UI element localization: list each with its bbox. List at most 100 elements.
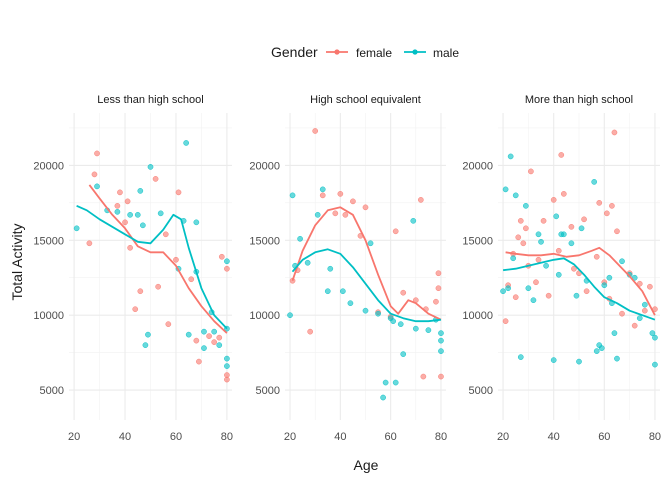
data-point-female (517, 217, 524, 224)
data-point-male (94, 183, 100, 190)
data-point-male (568, 240, 575, 247)
x-tick-label: 20 (497, 431, 509, 443)
data-point-male (140, 222, 146, 229)
data-point-male (319, 186, 326, 193)
data-point-female (337, 191, 344, 197)
smooth-line-male (502, 257, 656, 321)
data-point-female (435, 270, 442, 277)
data-point-male (438, 330, 444, 336)
data-point-female (332, 210, 339, 217)
legend-label-female: female (356, 46, 392, 60)
data-point-male (289, 192, 296, 199)
data-point-male (641, 301, 648, 308)
legend-title: Gender (271, 44, 318, 60)
x-tick-label: 60 (598, 431, 610, 443)
data-point-male (578, 225, 585, 232)
data-point-male (114, 208, 121, 215)
data-point-female (307, 328, 314, 335)
y-tick-label: 5000 (256, 385, 280, 397)
data-point-female (647, 283, 653, 290)
data-point-female (568, 223, 575, 230)
data-point-male (211, 328, 218, 335)
data-point-male (183, 140, 190, 146)
data-point-male (382, 379, 389, 386)
data-point-male (631, 274, 638, 281)
y-tick-label: 10000 (249, 310, 280, 322)
x-tick-label: 40 (119, 431, 131, 443)
data-point-male (505, 285, 511, 292)
data-point-male (314, 211, 321, 218)
smooth-line-female (291, 206, 442, 321)
data-point-male (550, 357, 557, 363)
data-point-male (324, 288, 331, 295)
data-point-male (614, 355, 620, 362)
data-point-female (528, 168, 534, 175)
data-point-female (132, 306, 139, 313)
data-point-female (173, 256, 179, 263)
data-point-female (114, 202, 121, 209)
data-point-female (127, 244, 133, 251)
data-point-male (400, 351, 407, 357)
data-point-female (619, 310, 625, 317)
y-tick-label: 15000 (462, 235, 493, 247)
legend-key-male: male (404, 46, 459, 60)
data-point-female (124, 198, 131, 205)
data-point-female (593, 253, 600, 260)
data-point-female (555, 247, 562, 254)
data-point-male (500, 288, 506, 295)
legend-label-male: male (433, 46, 459, 60)
data-point-male (576, 358, 582, 365)
data-point-female (342, 211, 349, 218)
data-point-male (127, 211, 133, 218)
data-point-female (216, 334, 223, 341)
y-tick-label: 20000 (462, 160, 493, 172)
data-point-male (347, 300, 354, 307)
smooth-line-female (88, 184, 228, 334)
data-point-male (649, 330, 656, 336)
data-point-male (619, 258, 625, 265)
data-point-male (73, 225, 80, 232)
x-tick-label: 80 (649, 431, 661, 443)
data-point-female (224, 265, 230, 272)
data-point-male (517, 354, 524, 360)
data-point-female (206, 333, 212, 339)
data-point-female (433, 298, 439, 305)
data-point-female (512, 294, 519, 301)
data-point-female (502, 318, 509, 325)
data-point-male (137, 188, 144, 194)
data-point-female (350, 198, 356, 205)
data-point-male (142, 342, 149, 348)
data-point-female (631, 322, 638, 329)
y-tick-label: 20000 (249, 160, 280, 172)
data-point-female (420, 373, 427, 380)
data-point-male (553, 213, 560, 220)
data-point-female (583, 288, 590, 295)
data-point-male (362, 307, 369, 314)
data-point-female (224, 376, 230, 383)
data-point-male (134, 211, 141, 218)
data-point-male (543, 262, 549, 269)
data-point-female (417, 197, 424, 203)
y-tick-label: 5000 (469, 385, 493, 397)
data-point-male (530, 297, 537, 304)
data-point-male (216, 342, 223, 348)
data-point-female (122, 219, 128, 226)
data-point-male (573, 292, 580, 299)
x-tick-label: 60 (385, 431, 397, 443)
data-point-female (362, 204, 369, 211)
data-point-female (515, 234, 522, 241)
data-point-male (224, 363, 230, 369)
data-point-male (512, 192, 519, 199)
data-point-female (400, 289, 407, 296)
y-tick-label: 10000 (33, 310, 64, 322)
facet-panel: 20 40 60 80 5000 10000 15000 20000 Less than hig… (33, 94, 233, 443)
data-point-male (525, 285, 532, 292)
data-point-female (94, 150, 100, 157)
data-point-female (435, 285, 442, 292)
data-point-male (392, 379, 399, 386)
data-point-female (560, 191, 567, 197)
data-point-female (636, 280, 643, 287)
data-point-female (165, 321, 172, 328)
